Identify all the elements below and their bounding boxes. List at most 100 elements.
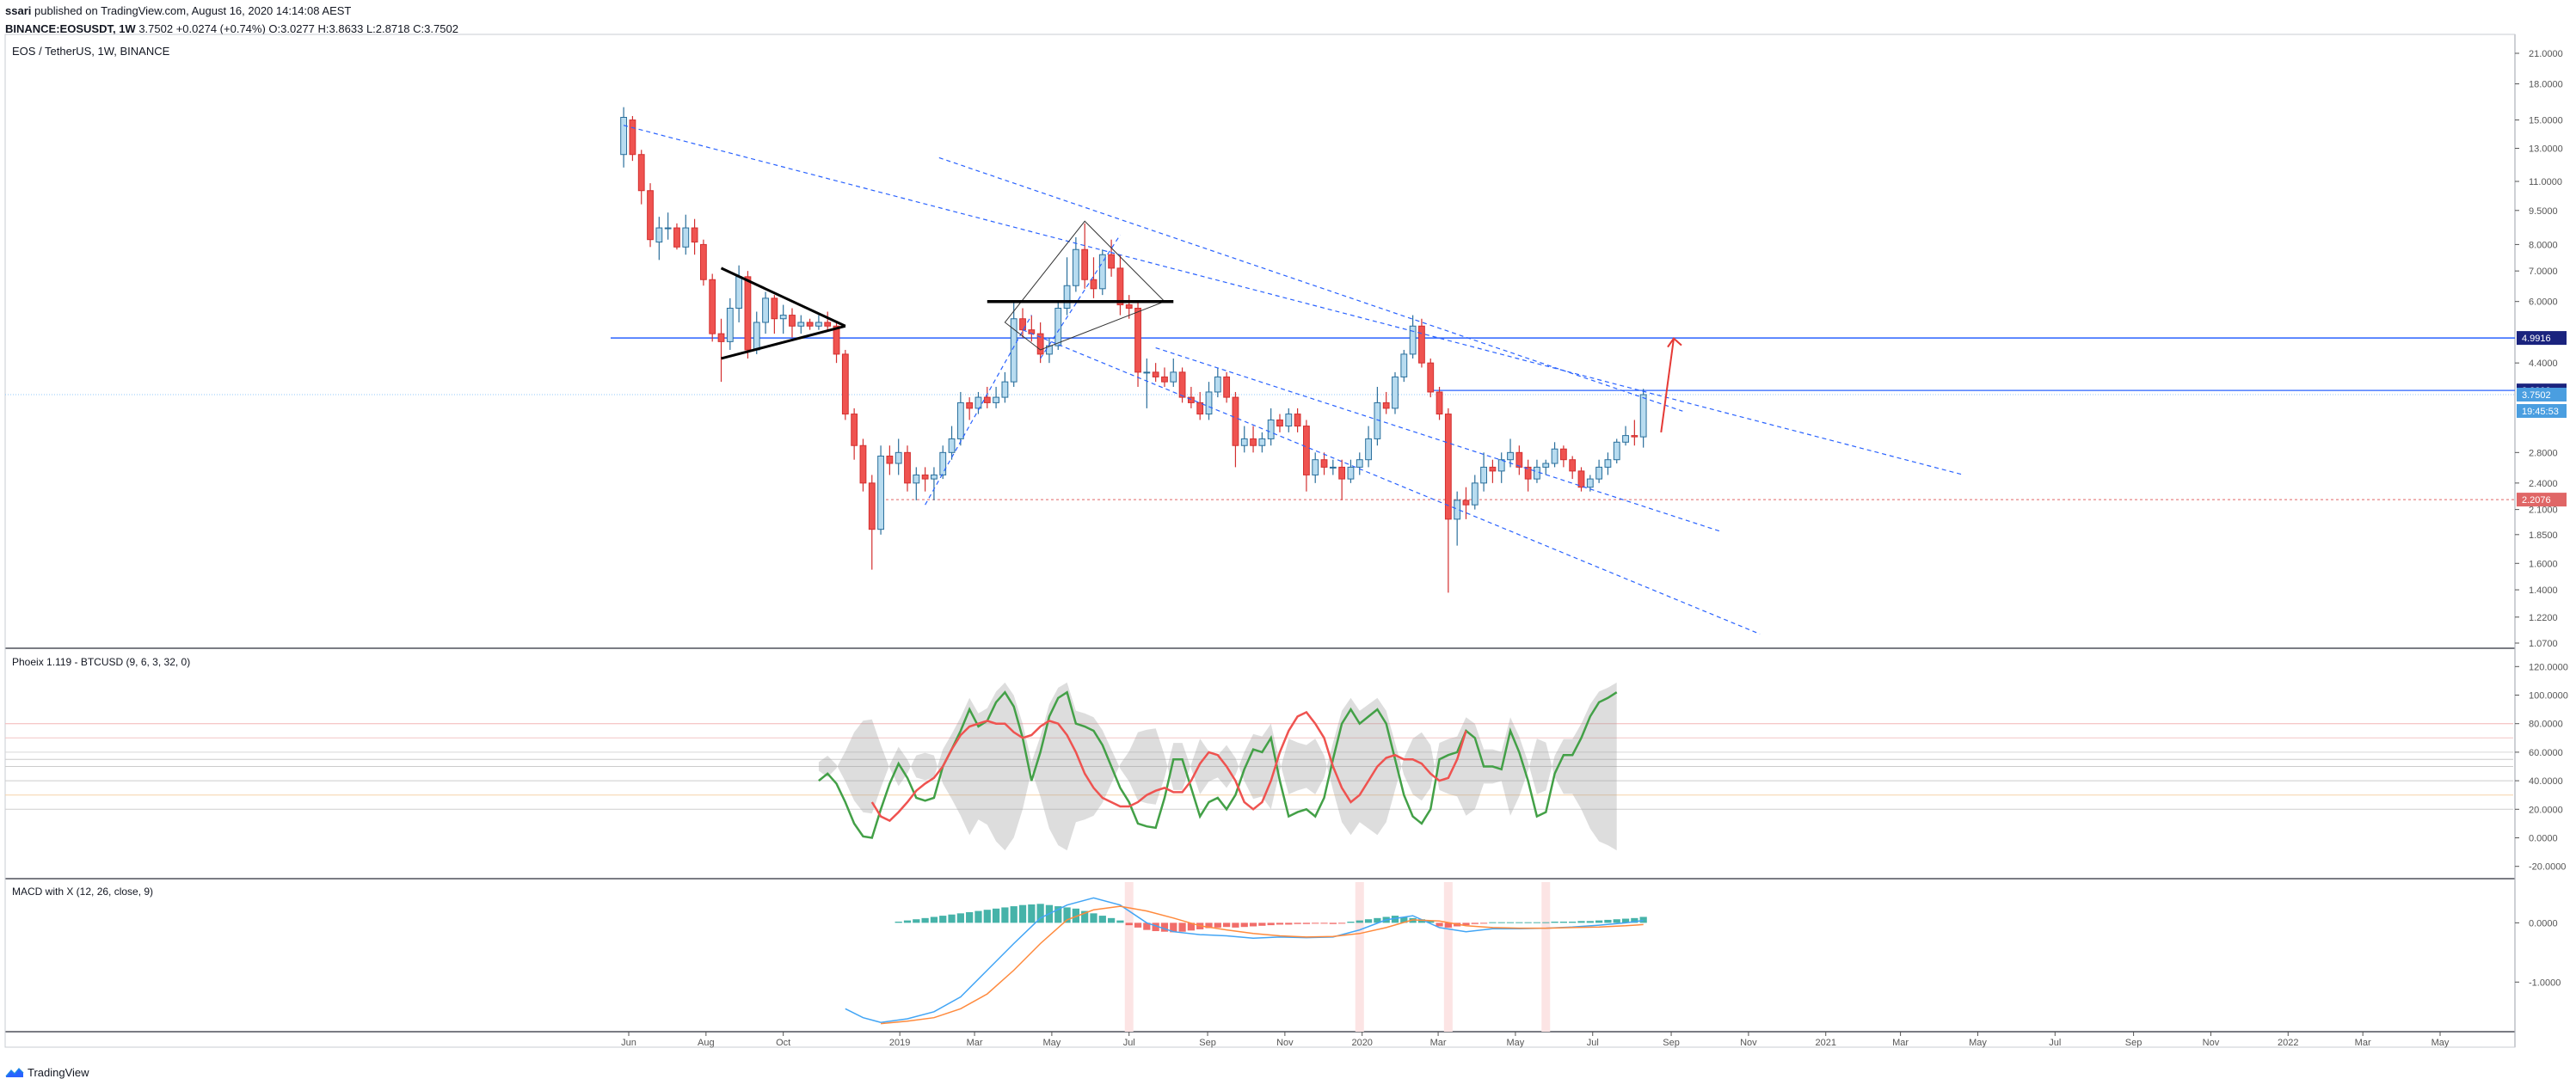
osc-tick-label: 80.0000 xyxy=(2529,720,2563,730)
candle-body xyxy=(851,414,858,446)
open-price: O:3.0277 xyxy=(268,22,315,35)
phoeix-red-line xyxy=(870,710,1467,823)
candle-body xyxy=(1542,463,1550,468)
osc-tick-label: 20.0000 xyxy=(2529,805,2563,815)
time-tick-label: 2021 xyxy=(1815,1038,1835,1048)
candle-body xyxy=(1223,376,1231,398)
brand-label[interactable]: TradingView xyxy=(28,1065,89,1079)
macd-histogram-bar xyxy=(1028,904,1036,923)
candle-body xyxy=(1507,451,1514,461)
candle xyxy=(966,397,974,420)
candle xyxy=(1232,391,1239,468)
candle xyxy=(1613,438,1620,464)
candle xyxy=(1001,371,1009,403)
candle-body xyxy=(939,451,947,475)
candle xyxy=(815,315,822,330)
time-tick-label: Nov xyxy=(1740,1038,1757,1048)
interval: 1W xyxy=(119,22,136,35)
low-price: L:2.8718 xyxy=(366,22,410,35)
candle-body xyxy=(974,396,982,409)
candle-body xyxy=(1524,466,1532,480)
symbol-line: BINANCE:EOSUSDT, 1W 3.7502 +0.0274 (+0.7… xyxy=(5,22,458,35)
candle xyxy=(877,445,884,535)
candle-body xyxy=(1170,371,1177,383)
descending-trendline xyxy=(938,156,1683,412)
candle-body xyxy=(1329,466,1337,469)
macd-histogram-bar xyxy=(1125,923,1133,926)
candle xyxy=(1392,371,1399,414)
candle xyxy=(1444,408,1452,593)
price-tick-label: 18.0000 xyxy=(2529,80,2563,90)
candle-body xyxy=(1338,466,1346,480)
ascending-trendline xyxy=(925,315,1032,506)
macd-histogram-bar xyxy=(921,917,929,923)
candle xyxy=(637,150,645,205)
candle xyxy=(1267,408,1275,446)
macd-histogram-bar xyxy=(1170,923,1177,933)
candle-body xyxy=(691,227,698,243)
candle xyxy=(1046,337,1053,364)
price-tick-label: 4.4000 xyxy=(2529,359,2558,369)
candle xyxy=(1063,257,1071,316)
candle xyxy=(1090,257,1097,298)
candle-body xyxy=(1418,325,1425,364)
candle-body xyxy=(1303,426,1310,475)
candle-body xyxy=(637,154,645,192)
candle-body xyxy=(1187,396,1195,403)
candle-body xyxy=(699,243,707,280)
candle xyxy=(956,391,964,446)
macd-histogram-bar xyxy=(1187,923,1196,931)
macd-histogram-bar xyxy=(1436,923,1443,927)
candle xyxy=(824,311,832,330)
price-tick-label: 15.0000 xyxy=(2529,116,2563,126)
candle-body xyxy=(1586,478,1594,488)
candle-body xyxy=(1098,254,1106,290)
macd-histogram-bar xyxy=(1639,916,1647,923)
price-tag xyxy=(2517,403,2567,418)
tradingview-logo-icon[interactable] xyxy=(5,1066,24,1078)
phoeix-pane-title: Phoeix 1.119 - BTCUSD (9, 6, 3, 32, 0) xyxy=(12,656,190,668)
candle-body xyxy=(1063,285,1071,310)
footer: TradingView xyxy=(5,1063,89,1082)
macd-histogram-bar xyxy=(1205,923,1213,929)
price-tick-label: 2.4000 xyxy=(2529,479,2558,489)
time-tick-label: Jun xyxy=(621,1038,636,1048)
candle-body xyxy=(1347,466,1355,480)
chart-header: ssari published on TradingView.com, Augu… xyxy=(5,2,458,38)
price-tick-label: 1.0700 xyxy=(2529,639,2558,649)
candle xyxy=(1559,445,1567,468)
time-tick-label: May xyxy=(2432,1038,2450,1048)
time-tick-label: Aug xyxy=(698,1038,715,1048)
candle-body xyxy=(983,396,991,403)
candle-body xyxy=(1365,438,1372,461)
candle-body xyxy=(921,474,929,480)
candle xyxy=(1205,382,1213,420)
candle xyxy=(1285,408,1293,432)
osc-tick-label: 40.0000 xyxy=(2529,776,2563,787)
phoeix-cloud xyxy=(818,682,1617,851)
price-change: +0.0274 (+0.74%) xyxy=(175,22,266,35)
author-name[interactable]: ssari xyxy=(5,4,32,17)
candle xyxy=(1329,459,1337,475)
candle-body xyxy=(1205,391,1213,415)
candle xyxy=(735,265,743,322)
candle xyxy=(1515,445,1523,475)
macd-signal-line xyxy=(881,905,1644,1025)
price-tag xyxy=(2517,493,2567,507)
candle xyxy=(673,223,680,250)
high-price: H:3.8633 xyxy=(317,22,364,35)
candle-body xyxy=(1356,459,1363,468)
candle xyxy=(921,467,929,492)
candle-body xyxy=(744,276,752,351)
candle-body xyxy=(1267,419,1275,439)
macd-histogram-bar xyxy=(930,916,938,923)
candle xyxy=(1116,254,1124,316)
candle-body xyxy=(1631,435,1638,438)
candle-body xyxy=(1409,325,1417,355)
candle xyxy=(1409,315,1417,359)
candle xyxy=(1480,452,1487,492)
macd-line xyxy=(845,897,1644,1023)
macd-histogram-bar xyxy=(1001,907,1009,923)
macd-histogram-bar xyxy=(1462,923,1470,926)
